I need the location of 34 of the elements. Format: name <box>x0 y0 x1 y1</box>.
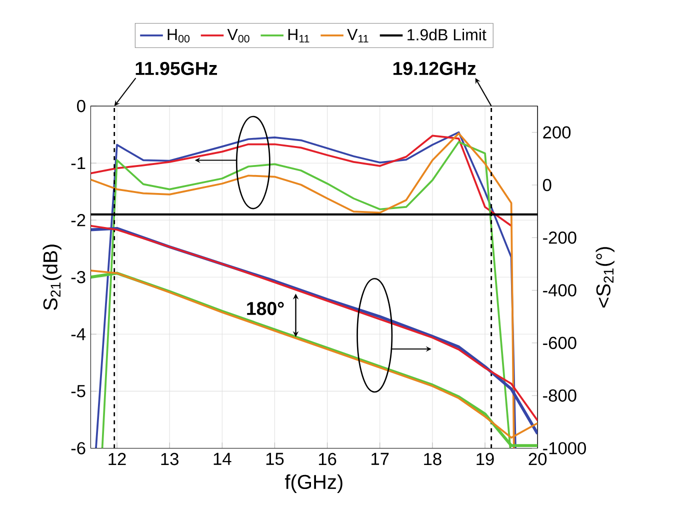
y2-tick-label: -200 <box>543 232 576 244</box>
y-tick-label: -1 <box>71 157 86 170</box>
x-tick-label: 16 <box>318 453 336 466</box>
x-tick-label: 18 <box>424 453 442 466</box>
legend-label: V$_{00}$ <box>227 29 250 43</box>
x-tick-label: 17 <box>372 453 389 466</box>
x-tick-label: 19 <box>476 453 494 466</box>
ref-line-label: 19.12GHz <box>393 62 476 76</box>
y2-tick-label: 0 <box>542 179 552 192</box>
y-tick-label: -2 <box>71 214 86 226</box>
y-axis-title: S$_{21}$(dB) <box>42 244 62 310</box>
y2-tick-label: 200 <box>543 126 571 139</box>
legend-label: V$_{11}$ <box>347 29 368 43</box>
legend-label: H$_{00}$ <box>168 29 190 43</box>
y-tick-label: -5 <box>71 385 86 398</box>
ref-line-label: 11.95GHz <box>136 62 218 76</box>
legend-label: 1.9dB Limit <box>408 28 486 41</box>
annotation: 180° <box>247 302 284 316</box>
x-tick-label: 14 <box>214 453 232 466</box>
y-tick-label: 0 <box>77 100 86 112</box>
y-tick-label: -6 <box>71 442 86 455</box>
y2-tick-label: -1000 <box>543 442 586 455</box>
x-tick-label: 12 <box>108 453 126 466</box>
y2-axis-title: <S$_{21}$(°) <box>596 247 614 308</box>
y2-tick-label: -400 <box>543 284 576 297</box>
y-tick-label: -3 <box>71 271 86 284</box>
x-tick-label: 15 <box>266 453 284 466</box>
y2-tick-label: -600 <box>543 336 576 350</box>
x-tick-label: 13 <box>161 453 178 466</box>
x-tick-label: 20 <box>528 453 547 466</box>
legend-label: H$_{11}$ <box>288 29 310 43</box>
y-tick-label: -4 <box>71 328 86 340</box>
x-axis-title: f(GHz) <box>284 474 342 494</box>
y2-tick-label: -800 <box>543 390 576 402</box>
